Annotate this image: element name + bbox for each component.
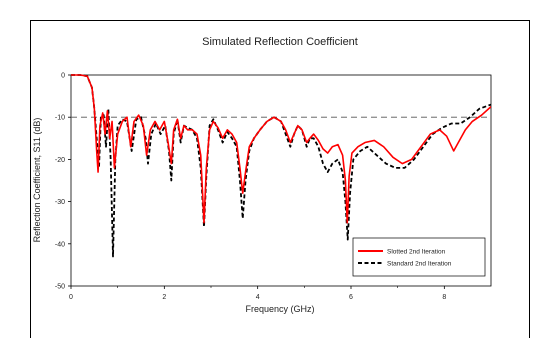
legend: Slotted 2nd Iteration Standard 2nd Iterat… bbox=[352, 237, 486, 277]
plot-area: 0 2 4 6 8 0 -10 -20 -30 -40 -50 bbox=[55, 73, 492, 301]
x-tick-label: 6 bbox=[349, 294, 353, 301]
legend-box bbox=[352, 237, 486, 277]
series-line-standard bbox=[71, 74, 491, 258]
x-tick-label: 0 bbox=[69, 294, 73, 301]
figure-border bbox=[30, 20, 530, 338]
y-axis-label: Reflection Coefficient, S11 (dB) bbox=[32, 118, 42, 243]
x-axis-label: Frequency (GHz) bbox=[245, 304, 314, 314]
x-tick-label: 8 bbox=[442, 294, 446, 301]
plot-frame bbox=[70, 74, 492, 287]
y-tick-label: -20 bbox=[55, 157, 65, 164]
legend-entry-label: Slotted 2nd Iteration bbox=[387, 249, 446, 256]
x-tick-label: 2 bbox=[162, 294, 166, 301]
y-tick-label: 0 bbox=[61, 73, 65, 80]
y-tick-label: -40 bbox=[55, 241, 65, 248]
series-line-slotted bbox=[71, 74, 491, 224]
y-tick-label: -30 bbox=[55, 199, 65, 206]
y-tick-label: -10 bbox=[55, 115, 65, 122]
legend-entry-label: Standard 2nd Iteration bbox=[387, 261, 452, 268]
x-tick-label: 4 bbox=[256, 294, 260, 301]
chart-title: Simulated Reflection Coefficient bbox=[202, 36, 358, 48]
y-tick-label: -50 bbox=[55, 284, 65, 291]
